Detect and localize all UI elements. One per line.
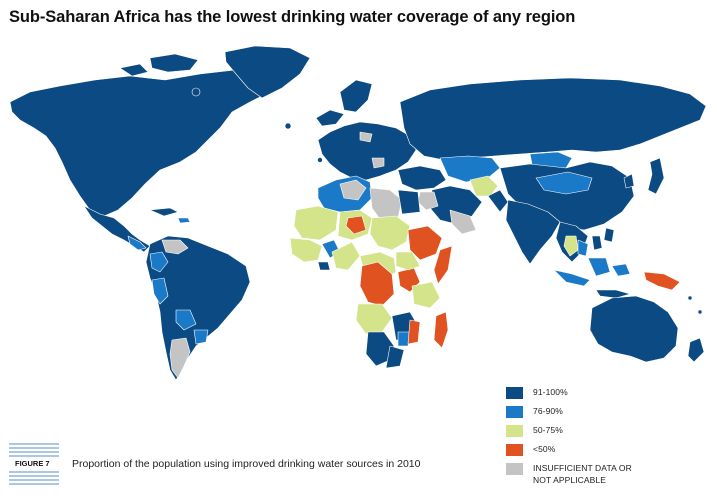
country-shape — [469, 175, 499, 197]
legend-swatch — [506, 425, 523, 437]
legend-item-76-90: 76-90% — [506, 405, 711, 424]
country-shape — [317, 261, 331, 271]
country-shape — [563, 235, 579, 257]
country-shape — [359, 261, 395, 307]
country-shape — [407, 225, 443, 261]
legend-label: <50% — [533, 444, 556, 454]
region-india — [505, 199, 561, 265]
country-shape — [611, 263, 631, 277]
country-shape — [371, 157, 385, 169]
legend-label: 76-90% — [533, 406, 563, 416]
country-shape — [449, 209, 477, 235]
country-shape — [284, 122, 292, 130]
legend-label: INSUFFICIENT DATA OR NOT APPLICABLE — [533, 462, 632, 486]
country-shape — [433, 311, 449, 349]
country-shape — [385, 345, 405, 369]
country-shape — [595, 289, 631, 299]
region-greenland — [224, 45, 311, 99]
region-arctic-islands — [149, 53, 199, 73]
region-europe — [317, 121, 417, 181]
country-shape — [553, 269, 591, 287]
country-shape — [429, 185, 483, 225]
figure-caption: Proportion of the population using impro… — [72, 458, 421, 470]
country-shape — [331, 241, 361, 271]
region-north-america — [9, 69, 271, 217]
country-shape — [417, 191, 439, 211]
legend-swatch — [506, 463, 523, 475]
country-shape — [191, 87, 201, 97]
country-shape — [687, 337, 705, 363]
country-shape — [535, 171, 593, 195]
region-russia — [399, 77, 707, 161]
figure-label: FIGURE 7 — [13, 459, 52, 468]
country-shape — [293, 205, 339, 241]
country-shape — [439, 155, 501, 183]
country-shape — [339, 179, 367, 201]
country-shape — [127, 235, 147, 251]
legend-item-91-100: 91-100% — [506, 386, 711, 405]
country-shape — [397, 331, 411, 347]
country-shape — [149, 207, 179, 217]
country-shape — [697, 309, 703, 315]
legend-swatch — [506, 387, 523, 399]
country-shape — [355, 303, 393, 335]
country-shape — [119, 63, 149, 77]
country-shape — [317, 157, 323, 163]
figure-badge: FIGURE 7 — [9, 442, 59, 486]
country-shape — [359, 131, 373, 143]
country-shape — [339, 79, 373, 113]
country-shape — [587, 257, 611, 277]
country-shape — [687, 295, 693, 301]
country-shape — [623, 173, 635, 189]
country-shape — [369, 215, 411, 251]
country-shape — [407, 319, 421, 345]
legend-item-insufficient: INSUFFICIENT DATA OR NOT APPLICABLE — [506, 462, 711, 496]
country-shape — [603, 227, 615, 243]
map-title: Sub-Saharan Africa has the lowest drinki… — [9, 8, 576, 26]
world-map — [9, 45, 707, 381]
region-australia — [589, 295, 679, 363]
country-shape — [161, 239, 189, 255]
figure-lines-decoration — [9, 443, 59, 485]
country-shape — [289, 237, 323, 263]
country-shape — [647, 157, 665, 195]
country-shape — [177, 217, 191, 224]
legend-label: 50-75% — [533, 425, 563, 435]
legend-label-line: INSUFFICIENT DATA OR — [533, 463, 632, 473]
country-shape — [397, 189, 421, 215]
legend-label: 91-100% — [533, 387, 568, 397]
country-shape — [345, 215, 367, 235]
legend-label-line: NOT APPLICABLE — [533, 475, 607, 485]
country-shape — [643, 271, 681, 291]
country-shape — [315, 109, 345, 127]
country-shape — [411, 281, 441, 309]
country-shape — [193, 329, 209, 345]
country-shape — [433, 245, 453, 285]
country-shape — [591, 235, 603, 251]
legend-swatch — [506, 406, 523, 418]
country-shape — [169, 337, 191, 379]
legend-item-50-75: 50-75% — [506, 424, 711, 443]
map-legend: 91-100% 76-90% 50-75% <50% INSUFFICIENT … — [506, 386, 711, 496]
legend-swatch — [506, 444, 523, 456]
country-shape — [175, 309, 197, 331]
legend-item-lt-50: <50% — [506, 443, 711, 462]
country-shape — [577, 239, 589, 257]
country-shape — [151, 277, 169, 305]
country-shape — [397, 165, 447, 191]
country-shape — [149, 251, 169, 273]
country-shape — [395, 251, 421, 271]
